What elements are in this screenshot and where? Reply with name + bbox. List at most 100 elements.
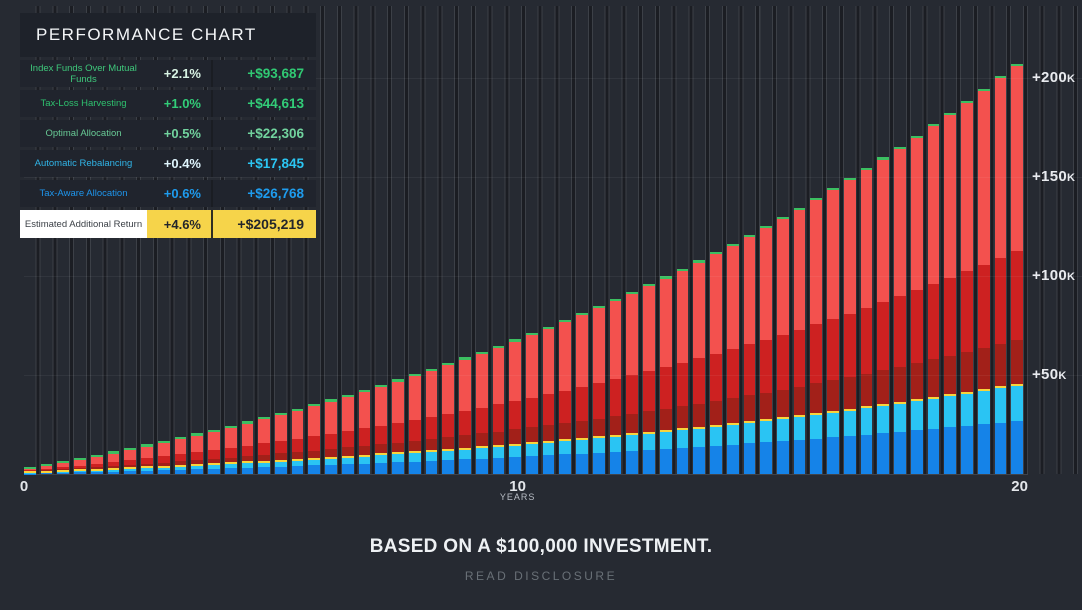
bar-year-0.33[interactable]: [24, 466, 36, 474]
bar-year-18.00[interactable]: [910, 135, 923, 474]
bar-year-11.33[interactable]: [576, 313, 588, 474]
bar-segment-tax-aware-allocation: [459, 459, 471, 474]
bar-year-9.33[interactable]: [475, 351, 488, 474]
bar-divider-accent: [626, 433, 639, 436]
bar-segment-tax-aware-allocation: [994, 422, 1007, 474]
bar-year-10.67[interactable]: [542, 326, 555, 474]
bar-year-16.00[interactable]: [810, 198, 823, 474]
bar-year-13.33[interactable]: [676, 268, 689, 474]
bar-year-12.67[interactable]: [643, 284, 655, 474]
bar-year-6.67[interactable]: [341, 394, 354, 474]
bar-year-10.33[interactable]: [525, 333, 538, 474]
bar-year-13.67[interactable]: [693, 260, 706, 474]
bar-year-5.00[interactable]: [258, 417, 270, 474]
bar-year-7.00[interactable]: [358, 389, 371, 474]
bar-year-1.67[interactable]: [90, 454, 103, 474]
bar-segment-automatic-rebalancing: [90, 470, 103, 473]
bar-year-4.33[interactable]: [224, 425, 237, 474]
bar-segment-automatic-rebalancing: [793, 417, 806, 440]
bar-year-14.67[interactable]: [743, 235, 756, 474]
bar-year-15.33[interactable]: [776, 216, 789, 474]
bar-year-12.33[interactable]: [626, 291, 639, 474]
legend-row-optimal-allocation: Optimal Allocation +0.5% +$22,306: [20, 120, 316, 147]
bar-year-2.00[interactable]: [107, 451, 120, 474]
bar-year-9.00[interactable]: [459, 357, 471, 474]
bar-year-14.00[interactable]: [710, 252, 722, 474]
bar-year-15.67[interactable]: [793, 207, 806, 474]
bar-year-17.33[interactable]: [877, 157, 890, 474]
bar-year-6.00[interactable]: [308, 403, 321, 474]
bar-divider-accent: [408, 451, 421, 454]
legend-row-label: Optimal Allocation: [45, 128, 122, 139]
chart-title: PERFORMANCE CHART: [36, 25, 257, 44]
bar-segment-index-funds-over-mutual-funds: [592, 308, 605, 384]
bar-divider-accent: [90, 468, 103, 471]
bar-year-10.00[interactable]: [509, 339, 521, 474]
bar-year-3.00[interactable]: [157, 440, 170, 474]
bar-year-2.33[interactable]: [124, 447, 137, 474]
bar-segment-optimal-allocation: [760, 392, 772, 420]
bar-year-4.67[interactable]: [241, 421, 254, 474]
bar-year-11.00[interactable]: [559, 319, 572, 474]
bar-year-1.00[interactable]: [57, 460, 70, 474]
bar-segment-index-funds-over-mutual-funds: [994, 78, 1007, 259]
bar-year-8.67[interactable]: [442, 363, 455, 474]
bar-top-cap: [208, 429, 220, 432]
bar-year-11.67[interactable]: [592, 306, 605, 474]
bar-segment-index-funds-over-mutual-funds: [910, 137, 923, 291]
bar-segment-index-funds-over-mutual-funds: [325, 401, 337, 434]
x-axis-tick-10: 10: [509, 478, 526, 495]
bar-year-17.00[interactable]: [860, 167, 873, 474]
bar-year-6.33[interactable]: [325, 399, 337, 474]
bar-year-9.67[interactable]: [492, 345, 505, 474]
bar-year-17.67[interactable]: [894, 146, 906, 474]
bar-top-cap: [107, 451, 120, 454]
bar-year-19.33[interactable]: [977, 88, 990, 474]
bar-segment-tax-loss-harvesting: [877, 302, 890, 371]
bar-top-cap: [40, 464, 53, 467]
bar-segment-index-funds-over-mutual-funds: [977, 90, 990, 265]
bar-top-cap: [425, 368, 438, 371]
bar-year-14.33[interactable]: [726, 243, 739, 474]
bar-segment-tax-aware-allocation: [224, 468, 237, 474]
bar-year-12.00[interactable]: [609, 298, 622, 474]
bar-year-5.33[interactable]: [274, 412, 287, 474]
bar-year-8.00[interactable]: [408, 374, 421, 474]
legend-row-amount: +$93,687: [211, 60, 316, 87]
bar-segment-automatic-rebalancing: [994, 388, 1007, 423]
total-row-label: Estimated Additional Return: [20, 210, 147, 238]
bar-year-0.67[interactable]: [40, 464, 53, 474]
bar-divider-accent: [107, 467, 120, 470]
bar-year-4.00[interactable]: [208, 429, 220, 474]
bar-year-13.00[interactable]: [659, 276, 672, 474]
bar-year-2.67[interactable]: [141, 444, 153, 474]
bar-segment-index-funds-over-mutual-funds: [743, 237, 756, 345]
bar-top-cap: [877, 157, 890, 160]
bar-year-15.00[interactable]: [760, 226, 772, 474]
bar-top-cap: [576, 313, 588, 316]
bar-year-19.00[interactable]: [961, 100, 973, 474]
bar-segment-tax-loss-harvesting: [509, 401, 521, 430]
bar-year-16.33[interactable]: [827, 188, 839, 474]
legend-row-percent: +1.0%: [163, 96, 201, 111]
bar-year-3.33[interactable]: [174, 437, 187, 474]
bar-year-18.67[interactable]: [944, 112, 957, 474]
bar-year-18.33[interactable]: [927, 124, 940, 474]
bar-segment-index-funds-over-mutual-funds: [760, 228, 772, 340]
bar-year-19.67[interactable]: [994, 76, 1007, 474]
bar-divider-accent: [693, 426, 706, 429]
bar-year-5.67[interactable]: [291, 408, 304, 474]
bar-year-7.33[interactable]: [375, 384, 388, 474]
bar-year-7.67[interactable]: [392, 379, 404, 474]
bar-segment-tax-aware-allocation: [525, 456, 538, 474]
bar-year-20.00[interactable]: [1011, 63, 1023, 474]
read-disclosure-link[interactable]: READ DISCLOSURE: [464, 569, 618, 583]
bar-top-cap: [224, 425, 237, 428]
bar-year-1.33[interactable]: [74, 457, 86, 474]
bar-year-16.67[interactable]: [843, 178, 856, 474]
bar-year-3.67[interactable]: [191, 433, 204, 474]
bar-segment-index-funds-over-mutual-funds: [224, 427, 237, 448]
bar-year-8.33[interactable]: [425, 368, 438, 474]
bar-divider-accent: [492, 445, 505, 447]
bar-top-cap: [609, 298, 622, 302]
